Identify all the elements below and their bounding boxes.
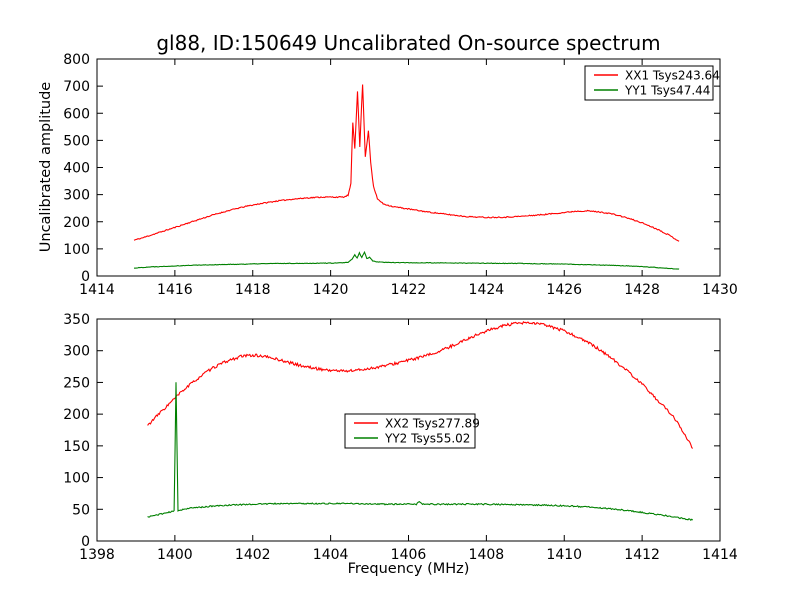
y-tick-label: 200 — [63, 407, 90, 423]
series-XX1-line — [133, 84, 680, 242]
y-tick-label: 300 — [63, 344, 90, 360]
legend-label: YY1 Tsys47.44 — [624, 84, 710, 98]
x-tick-label: 1422 — [391, 282, 427, 298]
y-tick-label: 350 — [63, 312, 90, 328]
y-tick-label: 300 — [63, 188, 90, 204]
axes-frame — [96, 318, 721, 542]
y-tick-label: 400 — [63, 161, 90, 177]
y-tick-label: 0 — [81, 269, 90, 285]
y-tick-label: 0 — [81, 534, 90, 550]
x-tick-label: 1404 — [313, 547, 349, 563]
x-tick-label: 1416 — [157, 282, 193, 298]
series-XX2-line — [147, 320, 694, 449]
y-tick-label: 800 — [63, 52, 90, 68]
x-tick-label: 1420 — [313, 282, 349, 298]
y-tick-label: 100 — [63, 471, 90, 487]
y-tick-label: 250 — [63, 375, 90, 391]
y-tick-label: 150 — [63, 439, 90, 455]
bottom-subplot: 1398 1400 1402 1404 1406 1408 1410 1412 1414 0 50 1… — [63, 312, 738, 563]
x-tick-label: 1410 — [546, 547, 582, 563]
y-tick-label: 200 — [63, 215, 90, 231]
x-tick-label: 1428 — [624, 282, 660, 298]
x-tick-label: 1414 — [702, 547, 738, 563]
x-tick-label: 1414 — [79, 282, 115, 298]
y-tick-label: 100 — [63, 242, 90, 258]
legend-box — [344, 413, 476, 449]
x-tick-label: 1412 — [624, 547, 660, 563]
y-tick-label: 700 — [63, 79, 90, 95]
x-axis-label: Frequency (MHz) — [347, 561, 470, 577]
legend-label: XX1 Tsys243.64 — [625, 69, 720, 83]
x-tick-label: 1424 — [469, 282, 505, 298]
y-axis-label: Uncalibrated amplitude — [38, 81, 54, 253]
plot-title: gl88, ID:150649 Uncalibrated On-source s… — [156, 31, 661, 55]
y-tick-label: 600 — [63, 106, 90, 122]
legend-label: YY2 Tsys55.02 — [384, 432, 470, 446]
x-tick-label: 1426 — [546, 282, 582, 298]
x-tick-label: 1430 — [702, 282, 738, 298]
x-tick-label: 1406 — [391, 547, 427, 563]
series-YY1-line — [133, 250, 680, 270]
top-subplot: 1414 1416 1418 1420 1422 1424 1426 1428 1430 0 100… — [63, 52, 738, 298]
x-tick-label: 1398 — [79, 547, 115, 563]
x-tick-label: 1408 — [469, 547, 505, 563]
legend-box — [584, 65, 714, 101]
y-tick-label: 50 — [72, 502, 90, 518]
axes-frame — [96, 58, 721, 277]
y-tick-label: 500 — [63, 133, 90, 149]
legend-label: XX2 Tsys277.89 — [385, 417, 480, 431]
x-tick-label: 1400 — [157, 547, 193, 563]
x-tick-label: 1418 — [235, 282, 271, 298]
series-YY2-line — [147, 382, 694, 521]
x-tick-label: 1402 — [235, 547, 271, 563]
